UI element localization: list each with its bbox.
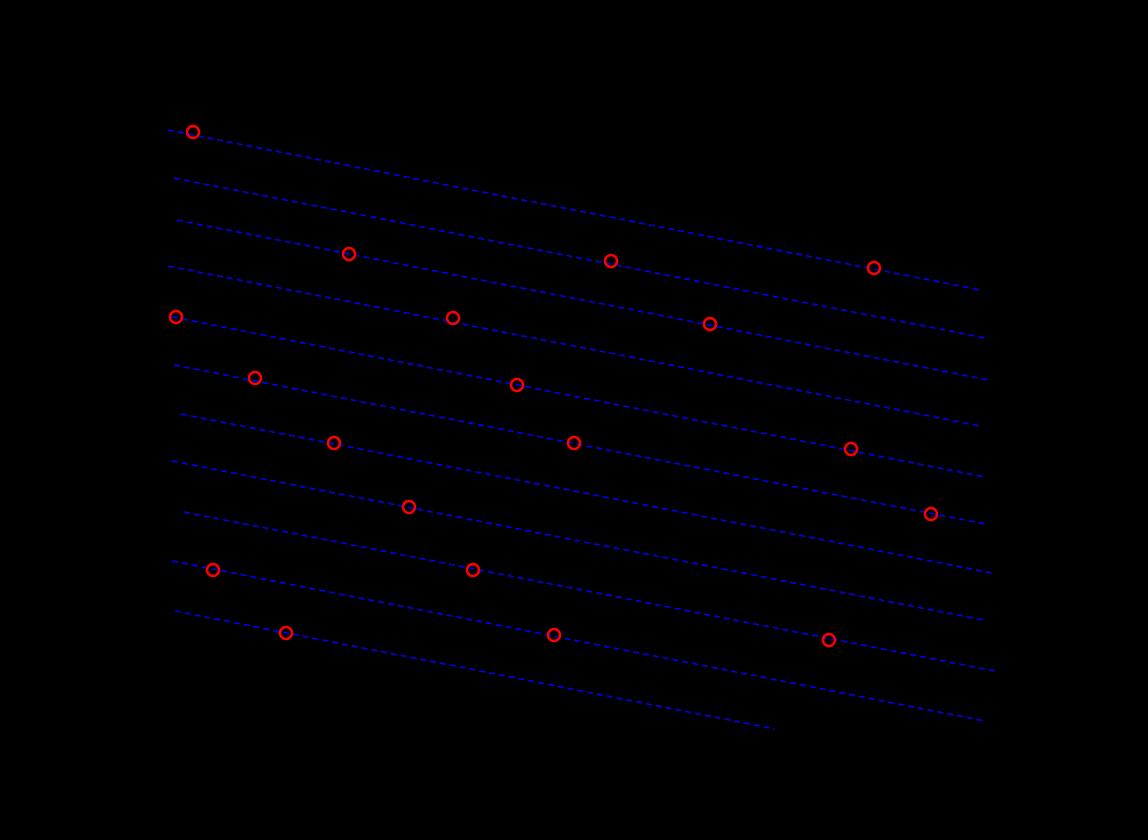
circle	[401, 499, 417, 515]
circle	[603, 253, 619, 269]
circle	[278, 625, 294, 641]
dashed-line	[180, 413, 993, 574]
circle	[247, 370, 263, 386]
dashed-line	[183, 511, 996, 672]
circle	[821, 632, 837, 648]
circle	[923, 506, 939, 522]
dashed-line	[171, 316, 986, 478]
circle	[465, 562, 481, 578]
circle	[866, 260, 882, 276]
circle	[326, 435, 342, 451]
circle	[185, 124, 201, 140]
circle	[205, 562, 221, 578]
circle	[843, 441, 859, 457]
dashed-line	[176, 219, 989, 381]
dashed-line	[171, 460, 984, 621]
circle	[168, 309, 184, 325]
circles	[168, 124, 939, 648]
circle	[509, 377, 525, 393]
dashed-line	[173, 177, 986, 339]
dashed-line	[171, 560, 986, 722]
circle	[341, 246, 357, 262]
dashed-line	[174, 610, 776, 730]
dashed-line	[167, 129, 981, 291]
circle	[702, 316, 718, 332]
circle	[445, 310, 461, 326]
circle	[566, 435, 582, 451]
circle	[546, 627, 562, 643]
dashed-line	[167, 265, 981, 427]
